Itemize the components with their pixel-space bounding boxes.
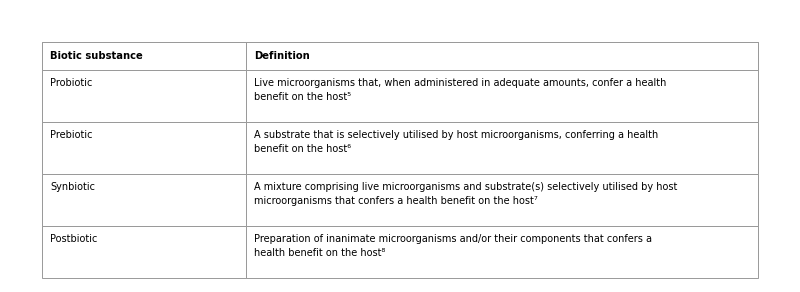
Bar [42, 226, 246, 278]
Text: A substrate that is selectively utilised by host microorganisms, conferring a he: A substrate that is selectively utilised… [254, 130, 658, 154]
Text: Prebiotic: Prebiotic [50, 130, 93, 140]
Bar [246, 70, 758, 122]
Text: Postbiotic: Postbiotic [50, 234, 98, 244]
Bar [42, 42, 246, 70]
Text: Probiotic: Probiotic [50, 78, 92, 88]
Text: A mixture comprising live microorganisms and substrate(s) selectively utilised b: A mixture comprising live microorganisms… [254, 182, 678, 206]
Bar [246, 42, 758, 70]
Text: Synbiotic: Synbiotic [50, 182, 95, 192]
Text: Definition: Definition [254, 51, 310, 61]
Bar [246, 122, 758, 174]
Text: Live microorganisms that, when administered in adequate amounts, confer a health: Live microorganisms that, when administe… [254, 78, 666, 102]
Bar [246, 226, 758, 278]
Bar [42, 174, 246, 226]
Text: Preparation of inanimate microorganisms and/or their components that confers a
h: Preparation of inanimate microorganisms … [254, 234, 652, 258]
Bar [42, 70, 246, 122]
Bar [246, 174, 758, 226]
Text: Biotic substance: Biotic substance [50, 51, 142, 61]
Bar [42, 42, 758, 258]
Bar [42, 122, 246, 174]
